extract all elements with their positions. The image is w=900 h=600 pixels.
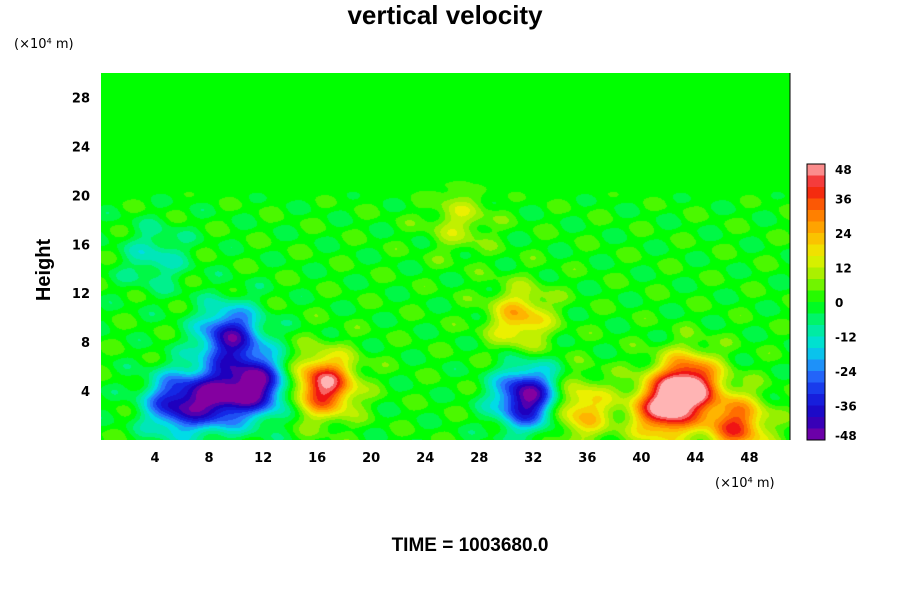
colorbar-tick-label: 36 [835, 193, 852, 207]
colorbar-segment [807, 187, 825, 199]
colorbar-border [806, 163, 826, 441]
x-tick-label: 8 [205, 451, 214, 466]
colorbar-tick-label: 48 [835, 163, 852, 177]
colorbar-segment [807, 313, 825, 326]
colorbar-segment [807, 428, 825, 441]
x-axis-ticks: 4 8 12 16 20 24 28 32 36 40 44 48 [151, 451, 759, 466]
y-tick-label: 16 [72, 238, 90, 253]
colorbar-segment [807, 348, 825, 360]
colorbar-tick-label: 24 [835, 227, 852, 241]
colorbar-segment [807, 394, 825, 406]
colorbar-segment [807, 405, 825, 418]
colorbar-segment [807, 336, 825, 349]
x-tick-label: 32 [524, 451, 542, 466]
y-tick-label: 12 [72, 287, 90, 302]
colorbar-tick-label: -12 [835, 331, 857, 345]
x-tick-label: 48 [740, 451, 758, 466]
chart-title: vertical velocity [347, 0, 543, 30]
colorbar-segment [807, 279, 825, 291]
x-tick-label: 28 [470, 451, 488, 466]
y-axis-ticks: 28 24 20 16 12 8 4 [72, 91, 90, 400]
colorbar-tick-label: -24 [835, 365, 857, 379]
colorbar-segment [807, 417, 825, 429]
colorbar-tick-label: 0 [835, 296, 843, 310]
colorbar-ticks: 48 36 24 12 0 -12 -24 -36 -48 [835, 163, 857, 443]
colorbar [806, 163, 826, 441]
colorbar-tick-label: -36 [835, 400, 857, 414]
plot-area [101, 73, 791, 440]
colorbar-tick-label: 12 [835, 262, 852, 276]
colorbar-segment [807, 382, 825, 395]
colorbar-segment [807, 325, 825, 337]
colorbar-segment [807, 256, 825, 268]
colorbar-segment [807, 244, 825, 257]
y-tick-label: 24 [72, 140, 90, 155]
x-tick-label: 36 [578, 451, 596, 466]
colorbar-segment [807, 302, 825, 314]
x-tick-label: 24 [416, 451, 434, 466]
colorbar-segment [807, 290, 825, 303]
colorbar-segment [807, 221, 825, 234]
colorbar-segment [807, 175, 825, 188]
y-axis-label: Height [33, 239, 55, 302]
x-tick-label: 40 [632, 451, 650, 466]
y-tick-label: 28 [72, 91, 90, 106]
heatmap-image [101, 73, 790, 440]
x-tick-label: 20 [362, 451, 380, 466]
colorbar-segment [807, 359, 825, 372]
x-tick-label: 12 [254, 451, 272, 466]
time-label: TIME = 1003680.0 [392, 535, 549, 556]
colorbar-segment [807, 164, 825, 176]
colorbar-segment [807, 371, 825, 383]
colorbar-segment [807, 267, 825, 280]
y-tick-label: 8 [81, 336, 90, 351]
y-tick-label: 4 [81, 385, 90, 400]
colorbar-tick-label: -48 [835, 429, 857, 443]
x-axis-unit: (×10⁴ m) [715, 476, 775, 491]
x-tick-label: 44 [686, 451, 704, 466]
colorbar-segment [807, 198, 825, 211]
colorbar-segment [807, 210, 825, 222]
x-tick-label: 4 [151, 451, 160, 466]
y-tick-label: 20 [72, 189, 90, 204]
x-tick-label: 16 [308, 451, 326, 466]
y-axis-unit: (×10⁴ m) [14, 37, 74, 52]
heatmap-field [101, 73, 790, 440]
colorbar-segment [807, 233, 825, 245]
